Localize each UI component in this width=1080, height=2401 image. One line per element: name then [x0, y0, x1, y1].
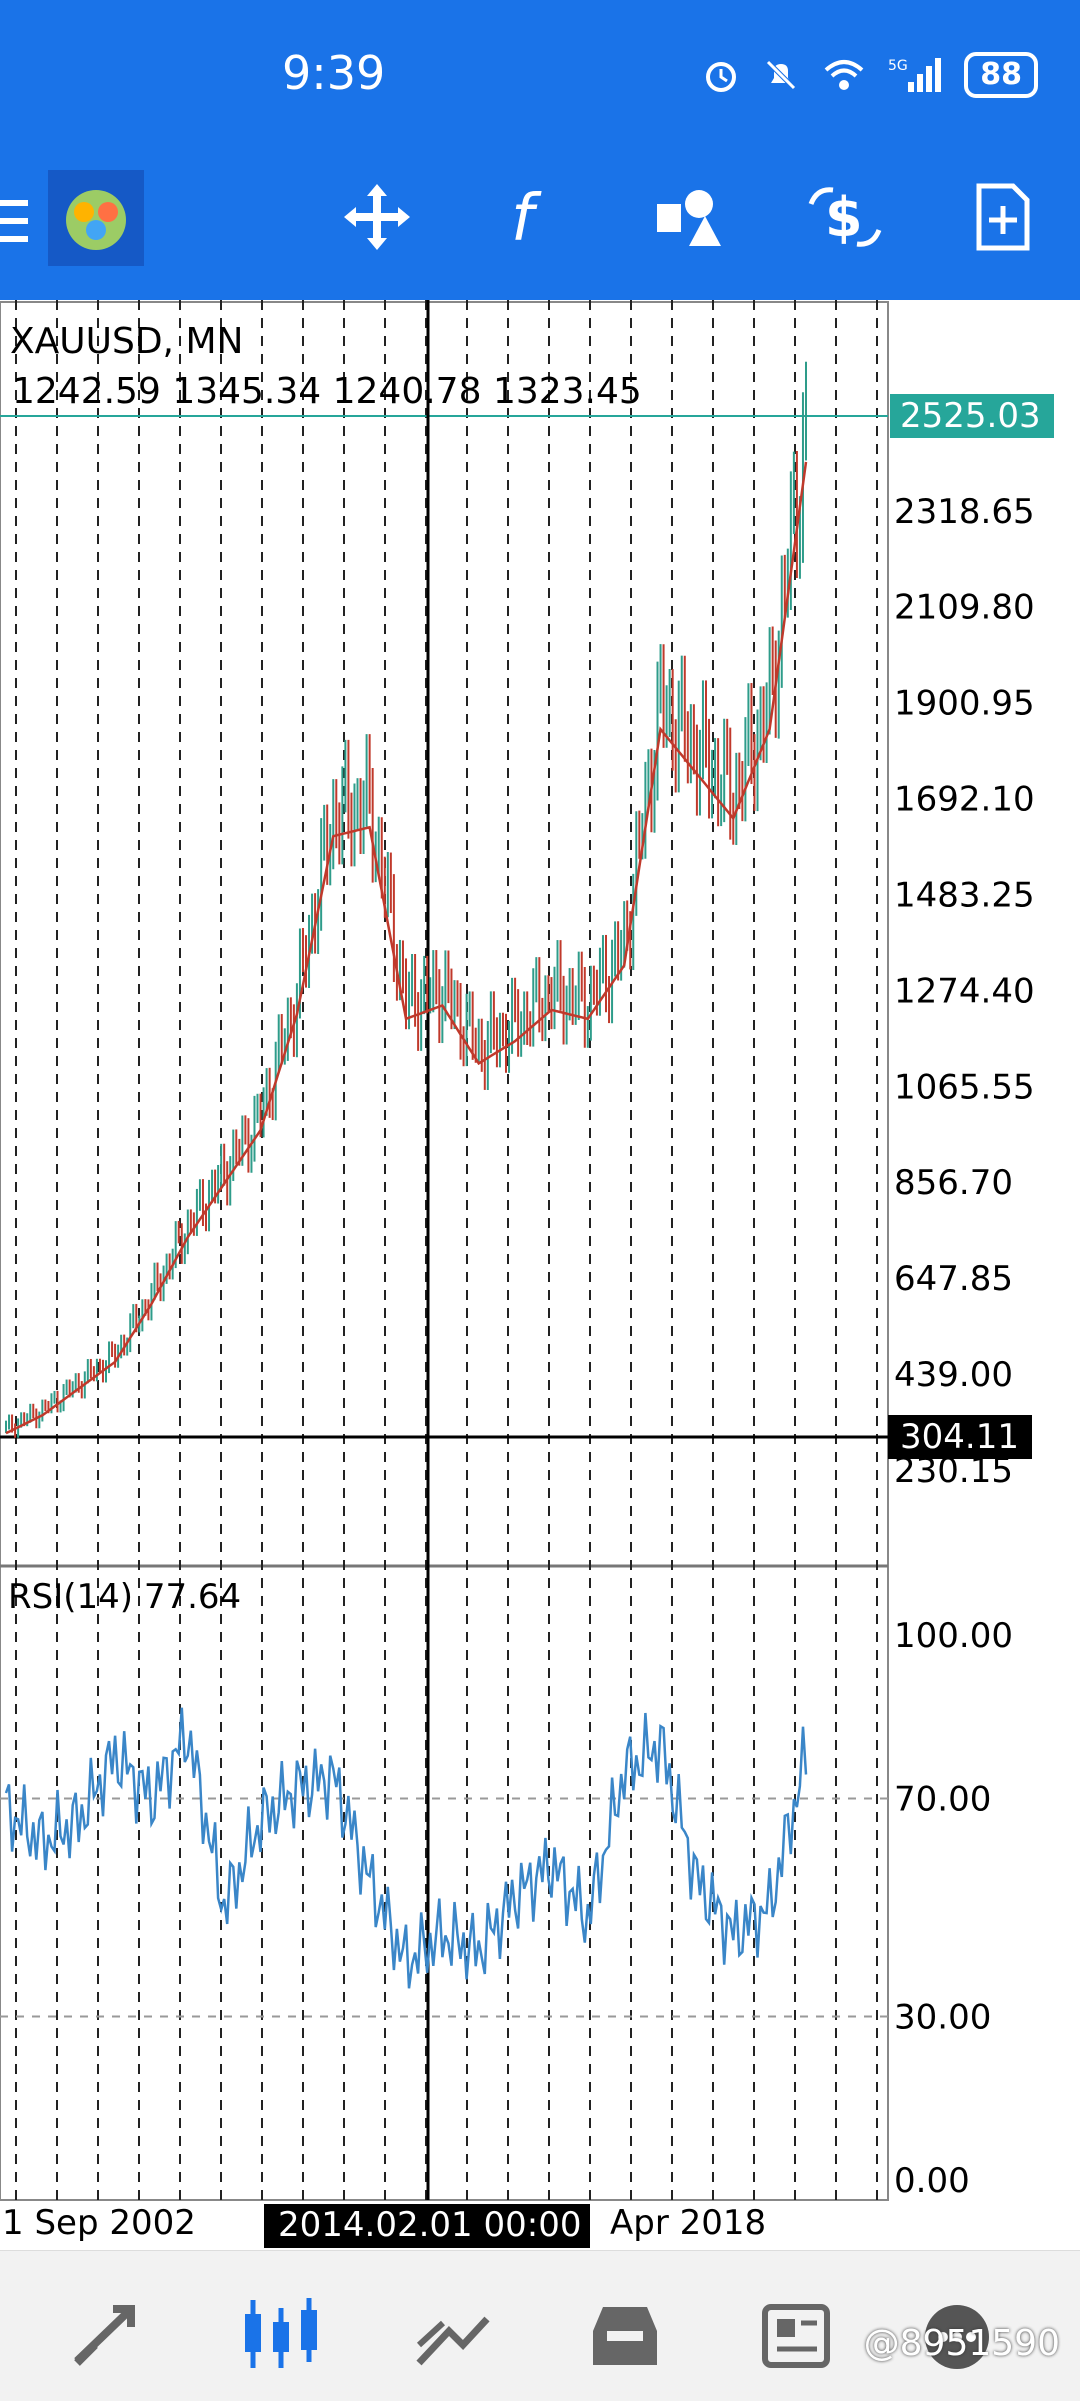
menu-icon[interactable] — [0, 196, 28, 246]
crosshair-date-badge — [264, 2204, 590, 2248]
price-tick-label: 2318.65 — [894, 492, 1035, 532]
price-tick-label: 1065.55 — [894, 1067, 1035, 1107]
battery-icon: 88 — [964, 52, 1038, 98]
messages-icon[interactable] — [912, 2291, 1002, 2381]
price-tick-label: 2109.80 — [894, 588, 1035, 628]
chart-grid — [0, 300, 889, 2201]
crosshair-price: 304.11 — [900, 1417, 1019, 1457]
watermark: @8951590 — [863, 2323, 1060, 2364]
rsi-tick-label: 70.00 — [894, 1780, 991, 1820]
price-tick-label: 439.00 — [894, 1355, 1013, 1395]
symbol-label: XAUUSD, MN — [10, 321, 243, 362]
rsi-tick-label: 30.00 — [894, 1998, 991, 2038]
chart-icon[interactable] — [236, 2291, 326, 2381]
news-icon[interactable] — [752, 2291, 842, 2381]
mute-icon — [766, 60, 797, 90]
price-tick-label: 1274.40 — [894, 971, 1035, 1011]
moving-average-line — [5, 461, 808, 1435]
svg-text:$: $ — [825, 186, 863, 249]
rsi-tick-label: 0.00 — [894, 2161, 970, 2201]
rsi-axis: 100.00 70.00 30.00 0.00 — [894, 1616, 1013, 2201]
rsi-tick-label: 100.00 — [894, 1616, 1013, 1656]
price-tick-label: 856.70 — [894, 1163, 1013, 1203]
crosshair-date: 2014.02.01 00:00 — [278, 2205, 581, 2245]
history-icon[interactable] — [580, 2291, 670, 2381]
signal-5g-icon: 5G — [888, 58, 942, 92]
price-tick-label: 647.85 — [894, 1259, 1013, 1299]
rsi-plot — [4, 1707, 808, 1989]
top-bar: 9:39 5G 88 f $ — [0, 0, 1080, 300]
price-candles — [5, 361, 808, 1438]
status-time: 9:39 — [282, 46, 386, 100]
alarm-icon — [706, 62, 737, 92]
svg-text:5G: 5G — [888, 58, 908, 74]
price-axis: 2318.65 2109.80 1900.95 1692.10 1483.25 1274.… — [894, 492, 1035, 1491]
chart-canvas[interactable]: XAUUSD, MN 1242.59 1345.34 1240.78 1323.… — [0, 300, 1080, 2250]
bottom-nav: @8951590 — [0, 2250, 1080, 2401]
date-label-end: Apr 2018 — [610, 2203, 766, 2243]
price-tick-label: 1900.95 — [894, 684, 1035, 724]
app-logo[interactable] — [48, 170, 144, 266]
chart-area[interactable]: XAUUSD, MN 1242.59 1345.34 1240.78 1323.… — [0, 300, 1080, 2250]
quotes-icon[interactable] — [64, 2291, 154, 2381]
rsi-line — [4, 1707, 808, 1989]
objects-icon[interactable] — [644, 172, 734, 262]
price-tick-label: 1692.10 — [894, 780, 1035, 820]
price-tick-label: 1483.25 — [894, 876, 1035, 916]
crosshair-icon[interactable] — [332, 172, 422, 262]
indicator-f-icon[interactable]: f — [486, 172, 576, 262]
date-label-start: 1 Sep 2002 — [2, 2203, 196, 2243]
chart-frame — [0, 301, 889, 2201]
svg-text:f: f — [511, 182, 542, 252]
trade-icon[interactable] — [408, 2291, 498, 2381]
wifi-icon — [824, 60, 864, 90]
crosshair-price-badge — [888, 1415, 1032, 1459]
rsi-label: RSI(14) 77.64 — [8, 1577, 241, 1617]
current-price-badge — [890, 394, 1054, 438]
new-order-icon[interactable] — [958, 172, 1048, 262]
status-icons: 5G 88 — [702, 52, 1038, 98]
ohlc-values: 1242.59 1345.34 1240.78 1323.45 — [12, 371, 642, 412]
trade-dollar-icon[interactable]: $ — [800, 172, 890, 262]
current-price: 2525.03 — [900, 396, 1041, 436]
